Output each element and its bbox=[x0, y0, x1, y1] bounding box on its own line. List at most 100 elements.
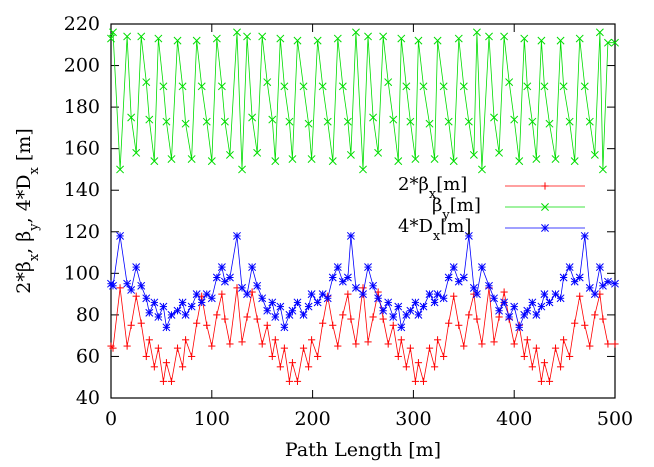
data-point-4dx bbox=[528, 298, 537, 307]
data-point-betay bbox=[374, 148, 383, 157]
data-point-betay bbox=[243, 32, 252, 41]
data-point-2betax bbox=[419, 377, 428, 385]
data-point-4dx bbox=[364, 263, 372, 272]
data-point-betay bbox=[570, 157, 579, 166]
data-point-4dx bbox=[154, 313, 163, 321]
data-point-2betax bbox=[425, 344, 434, 352]
data-point-2betax bbox=[369, 313, 377, 321]
data-point-2betax bbox=[411, 377, 420, 385]
x-axis-label: Path Length [m] bbox=[285, 439, 441, 461]
data-point-4dx bbox=[570, 277, 579, 286]
data-point-2betax bbox=[540, 359, 549, 367]
data-point-2betax bbox=[253, 315, 261, 323]
data-point-betay bbox=[137, 32, 146, 41]
legend: 2*βx[m] βy[m] 4*Dx[m] bbox=[398, 174, 585, 244]
data-point-2betax bbox=[218, 290, 226, 298]
data-point-4dx bbox=[159, 302, 168, 311]
data-point-betay bbox=[318, 82, 327, 91]
data-point-2betax bbox=[188, 352, 196, 361]
data-point-4dx bbox=[477, 263, 486, 272]
data-point-4dx bbox=[187, 302, 196, 311]
data-point-2betax bbox=[150, 363, 158, 371]
data-point-2betax bbox=[243, 313, 251, 321]
data-point-betay bbox=[585, 117, 594, 126]
data-point-4dx bbox=[397, 323, 406, 332]
data-point-betay bbox=[154, 34, 163, 43]
data-point-2betax bbox=[537, 377, 546, 385]
legend-marker-4dx bbox=[541, 224, 549, 232]
data-point-betay bbox=[433, 36, 442, 45]
data-point-betay bbox=[537, 36, 546, 45]
data-point-betay bbox=[485, 32, 493, 41]
data-point-4dx bbox=[505, 313, 514, 321]
data-point-betay bbox=[595, 28, 604, 37]
data-point-4dx bbox=[192, 290, 201, 299]
data-point-betay bbox=[351, 28, 360, 37]
data-point-4dx bbox=[328, 273, 337, 282]
data-point-betay bbox=[359, 165, 367, 174]
data-point-2betax bbox=[571, 319, 579, 327]
data-point-betay bbox=[307, 155, 316, 164]
data-point-2betax bbox=[450, 292, 458, 300]
data-point-2betax bbox=[576, 292, 584, 300]
data-point-betay bbox=[411, 155, 420, 164]
data-point-4dx bbox=[288, 306, 297, 315]
data-point-betay bbox=[338, 82, 347, 91]
data-point-betay bbox=[520, 34, 529, 43]
data-point-betay bbox=[220, 117, 229, 126]
data-point-betay bbox=[500, 32, 509, 41]
data-point-betay bbox=[603, 38, 612, 47]
data-point-4dx bbox=[603, 277, 612, 286]
series-line-2betax bbox=[110, 287, 615, 382]
data-point-2betax bbox=[288, 359, 297, 367]
data-point-betay bbox=[187, 155, 196, 164]
data-point-betay bbox=[178, 82, 187, 91]
data-point-4dx bbox=[454, 277, 463, 286]
data-point-4dx bbox=[268, 298, 277, 307]
data-point-4dx bbox=[556, 294, 565, 303]
series-4dx bbox=[107, 231, 619, 332]
data-point-betay bbox=[253, 148, 262, 157]
data-point-2betax bbox=[414, 359, 423, 367]
data-point-4dx bbox=[532, 310, 541, 319]
data-point-2betax bbox=[319, 319, 327, 327]
data-point-4dx bbox=[307, 290, 316, 299]
data-point-2betax bbox=[271, 336, 279, 344]
data-point-4dx bbox=[580, 231, 589, 240]
data-point-4dx bbox=[276, 302, 285, 311]
data-point-betay bbox=[523, 82, 532, 91]
data-point-2betax bbox=[127, 321, 135, 329]
data-point-betay bbox=[364, 32, 372, 41]
legend-marker-betay bbox=[541, 203, 549, 211]
data-point-betay bbox=[397, 34, 406, 43]
plot-frame bbox=[110, 23, 616, 399]
data-point-betay bbox=[379, 32, 388, 41]
data-point-4dx bbox=[384, 298, 393, 307]
data-point-4dx bbox=[220, 277, 229, 286]
data-point-4dx bbox=[540, 290, 549, 299]
data-point-4dx bbox=[304, 302, 313, 311]
y-tick-label: 160 bbox=[64, 138, 100, 160]
data-point-betay bbox=[313, 36, 322, 45]
y-axis-label: 2*βx, βy, 4*Dx [m] bbox=[13, 128, 42, 294]
data-point-2betax bbox=[154, 344, 162, 352]
data-point-betay bbox=[150, 157, 159, 166]
data-point-2betax bbox=[145, 336, 153, 344]
data-point-2betax bbox=[285, 377, 294, 385]
data-point-4dx bbox=[611, 279, 619, 288]
y-tick-label: 60 bbox=[76, 345, 100, 367]
data-point-2betax bbox=[406, 344, 414, 352]
data-point-betay bbox=[233, 28, 241, 37]
data-point-4dx bbox=[551, 290, 560, 299]
series-betay bbox=[107, 28, 619, 174]
data-point-4dx bbox=[217, 263, 226, 272]
data-point-betay bbox=[425, 119, 434, 128]
data-point-4dx bbox=[233, 231, 241, 240]
data-point-2betax bbox=[347, 315, 355, 323]
data-point-2betax bbox=[566, 352, 574, 361]
data-point-2betax bbox=[221, 315, 229, 323]
data-point-2betax bbox=[551, 344, 560, 352]
data-point-betay bbox=[575, 34, 584, 43]
data-point-betay bbox=[343, 117, 352, 126]
